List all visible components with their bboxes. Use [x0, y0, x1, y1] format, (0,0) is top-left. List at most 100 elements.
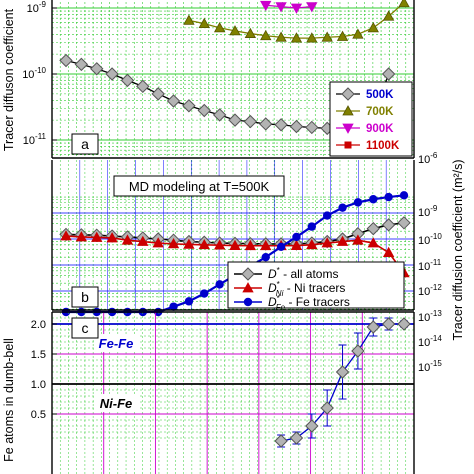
data-point	[274, 118, 288, 132]
y-tick-label: 10-10	[22, 66, 46, 81]
data-point	[306, 32, 318, 43]
y-tick-label: 10-15	[418, 359, 442, 374]
data-point	[367, 22, 379, 33]
data-point	[381, 317, 396, 331]
data-point	[320, 401, 334, 415]
data-point	[182, 99, 196, 113]
y-tick-label: 10-9	[27, 0, 47, 15]
data-point	[169, 302, 178, 311]
data-point	[243, 114, 258, 129]
data-point	[183, 14, 195, 25]
data-point	[228, 113, 242, 127]
data-point	[322, 211, 332, 220]
y-tick-label: 10-11	[418, 258, 442, 273]
data-point	[229, 239, 241, 250]
annotation-box	[113, 175, 285, 197]
y-tick-label: 10-12	[418, 283, 442, 298]
reference-label: Ni-Fe	[100, 396, 133, 411]
data-point	[259, 117, 273, 131]
y-tick-label: 10-14	[418, 334, 442, 349]
data-point	[398, 0, 410, 8]
data-point	[352, 234, 364, 245]
legend-box	[227, 261, 405, 309]
data-point	[120, 73, 135, 88]
data-point	[244, 239, 257, 251]
data-point	[274, 434, 288, 448]
data-point	[289, 119, 304, 134]
data-point	[260, 239, 272, 251]
data-point	[382, 246, 395, 257]
data-point	[336, 30, 349, 41]
data-point	[381, 67, 396, 81]
legend-entry: 700K	[366, 106, 394, 118]
data-point	[305, 120, 319, 135]
reference-label: Fe-Fe	[99, 336, 134, 351]
data-point	[106, 232, 118, 243]
data-point	[260, 29, 272, 41]
panel-a: 10-9 10-10 10-11 500K 700K 900K 1100K a Tracer d…	[2, 0, 415, 159]
data-point	[213, 239, 226, 250]
data-point	[290, 3, 303, 14]
panel-b: 10-6 10-9 10-10 10-11 10-12 10-13 10-14 10-15 MD…	[51, 151, 465, 374]
panel-letter: a	[81, 136, 89, 152]
legend: 500K 700K 900K 1100K	[329, 81, 413, 157]
data-point	[215, 280, 224, 289]
y-axis-label: Fe atoms in dumb-bell	[2, 338, 16, 462]
data-point	[397, 317, 411, 331]
reference-label-bg	[94, 394, 138, 412]
annotation-text: MD modeling at T=500K	[129, 179, 270, 194]
data-point	[384, 192, 393, 202]
data-point	[244, 27, 257, 38]
data-point	[74, 57, 89, 72]
data-point	[367, 237, 379, 248]
data-point	[381, 218, 396, 232]
data-point	[321, 31, 333, 42]
series-700K	[183, 0, 410, 43]
data-point	[197, 103, 211, 118]
series-900K	[260, 0, 318, 14]
panel-letter-box	[71, 317, 99, 339]
legend-marker	[243, 297, 253, 307]
data-point	[198, 17, 210, 29]
data-point	[200, 289, 209, 298]
legend-box	[329, 81, 413, 157]
legend-entry: 1100K	[366, 140, 400, 152]
data-point	[213, 22, 226, 33]
panel-letter-box	[71, 286, 99, 308]
data-point	[352, 28, 364, 39]
y-tick-label: 10-13	[418, 309, 442, 324]
data-point	[75, 231, 88, 242]
legend-entry: D* Ni - Ni tracers	[268, 280, 345, 298]
data-point	[229, 25, 241, 36]
data-point	[307, 222, 317, 231]
data-point	[382, 10, 395, 21]
legend-marker	[242, 282, 254, 293]
legend-marker	[342, 105, 354, 116]
data-point	[166, 94, 181, 108]
y-tick-label: 10-9	[418, 204, 438, 219]
data-point	[137, 235, 149, 246]
data-point	[275, 2, 287, 13]
series-1	[60, 230, 410, 278]
panel-c: Fe-Fe Ni-Fe 2.0 1.5 1.0 0.5 c Fe atoms in dumb-…	[2, 311, 415, 474]
legend-marker	[342, 123, 354, 134]
legend-marker	[344, 141, 352, 149]
y-axis-label: Tracer diffusion coefficient (m²/s)	[451, 159, 465, 340]
data-point	[152, 237, 164, 248]
data-point	[306, 238, 318, 250]
data-point	[366, 221, 380, 236]
data-point	[167, 238, 180, 249]
series-fe-count	[274, 317, 411, 448]
data-point	[105, 67, 119, 81]
data-point	[60, 230, 72, 241]
data-point	[290, 32, 303, 43]
y-tick-label: 2.0	[31, 319, 46, 331]
legend-marker	[341, 87, 355, 101]
data-point	[292, 232, 301, 242]
data-point	[397, 216, 411, 230]
y-tick-label: 10-11	[23, 132, 47, 147]
data-point	[261, 252, 270, 262]
y-tick-label: 1.0	[31, 379, 46, 391]
series-line	[265, 4, 312, 9]
data-point	[212, 108, 227, 122]
